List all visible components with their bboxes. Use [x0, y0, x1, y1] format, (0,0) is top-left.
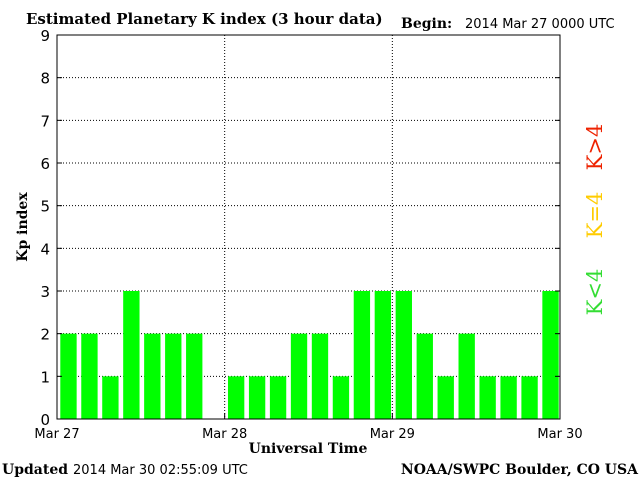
begin-label: Begin:	[401, 16, 452, 32]
y-tick-label: 2	[40, 326, 50, 344]
bar	[500, 376, 517, 419]
axes	[56, 34, 561, 420]
x-axis-label: Universal Time	[249, 441, 368, 457]
bar	[144, 333, 161, 419]
y-tick-labels: 0 1 2 3 4 5 6 7 8 9	[40, 27, 50, 429]
bar	[521, 376, 538, 419]
legend-entry: K=4	[583, 192, 607, 239]
y-tick-label: 1	[40, 368, 50, 386]
plot-frame	[56, 34, 561, 420]
bar	[353, 291, 371, 419]
bar	[332, 376, 350, 419]
source-credit: NOAA/SWPC Boulder, CO USA	[401, 462, 639, 478]
bar	[269, 376, 287, 419]
y-tick-label: 3	[40, 283, 50, 301]
y-tick-label: 6	[40, 155, 50, 173]
bar	[227, 376, 245, 419]
bar	[458, 333, 475, 419]
x-tick-label: Mar 28	[202, 427, 247, 442]
y-tick-label: 5	[40, 198, 50, 216]
y-tick-label: 7	[40, 112, 50, 130]
bar	[248, 376, 266, 419]
bar	[81, 333, 98, 419]
legend: K<4 K=4 K>4	[583, 124, 607, 316]
bar	[165, 333, 182, 419]
bar	[395, 291, 412, 419]
grid-lines	[57, 35, 560, 419]
begin-value: 2014 Mar 27 0000 UTC	[465, 17, 615, 32]
x-tick-label: Mar 27	[34, 427, 79, 442]
chart-title: Estimated Planetary K index (3 hour data…	[26, 10, 383, 28]
bars	[60, 291, 559, 419]
x-tick-label: Mar 30	[537, 427, 582, 442]
x-tick-label: Mar 29	[370, 427, 415, 442]
bar	[311, 333, 329, 419]
y-tick-label: 0	[40, 411, 50, 429]
bar	[186, 333, 203, 419]
bar	[290, 333, 308, 419]
updated-label: Updated	[2, 462, 68, 478]
legend-entry: K<4	[583, 269, 607, 316]
y-axis-label: Kp index	[15, 192, 31, 262]
updated-value: 2014 Mar 30 02:55:09 UTC	[73, 463, 248, 478]
bar	[60, 333, 77, 419]
y-tick-label: 8	[40, 70, 50, 88]
x-tick-labels: Mar 27 Mar 28 Mar 29 Mar 30	[34, 427, 582, 442]
y-tick-label: 9	[40, 27, 50, 45]
bar	[479, 376, 496, 419]
legend-entry: K>4	[583, 124, 607, 171]
bar	[123, 291, 140, 419]
bar	[437, 376, 454, 419]
bar	[416, 333, 433, 419]
y-tick-label: 4	[40, 240, 50, 258]
bar	[374, 291, 392, 419]
bar	[102, 376, 119, 419]
bar	[542, 291, 559, 419]
